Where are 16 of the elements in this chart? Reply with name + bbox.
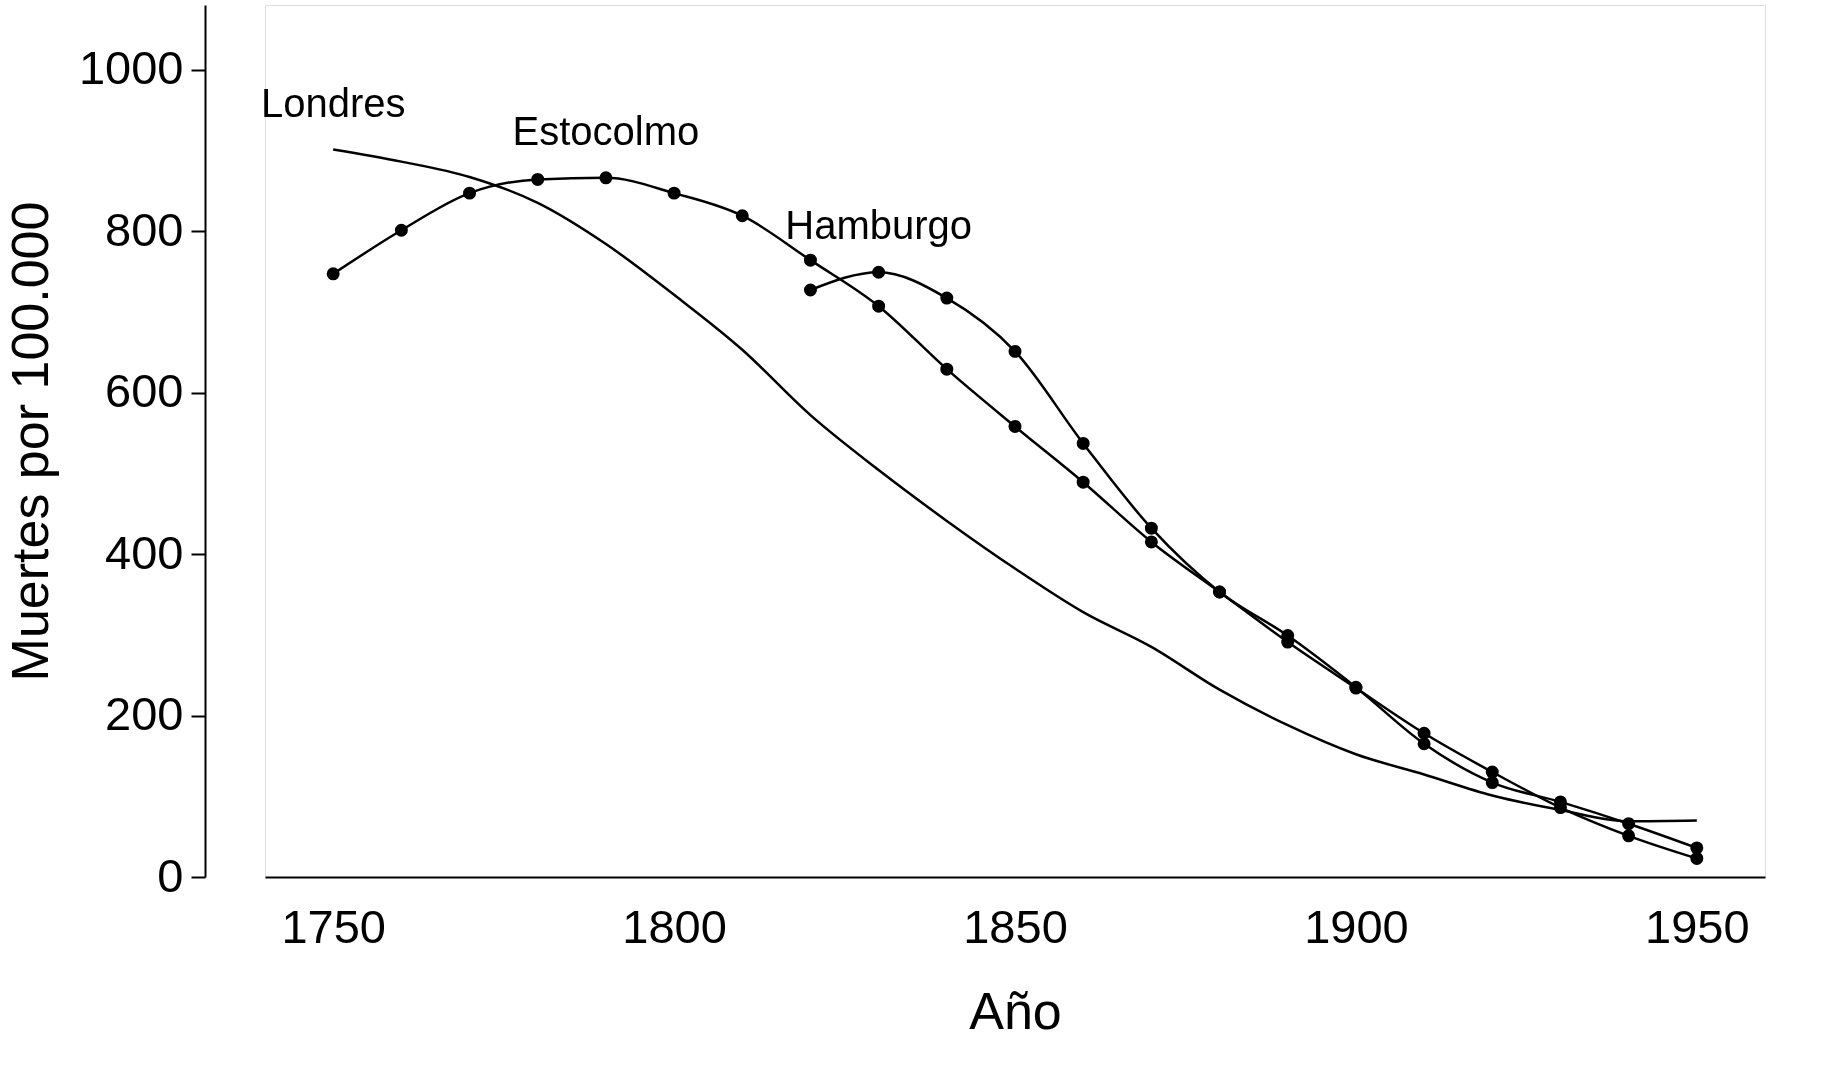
y-tick-label: 1000 xyxy=(78,41,184,95)
y-tick-label: 600 xyxy=(105,364,184,418)
x-tick-label: 1950 xyxy=(1645,899,1750,953)
y-axis-title: Muertes por 100.000 xyxy=(0,201,59,682)
series-label: Hamburgo xyxy=(785,203,973,248)
x-axis-title: Año xyxy=(969,981,1062,1040)
x-tick-label: 1800 xyxy=(622,899,727,953)
y-tick-label: 800 xyxy=(105,202,184,256)
series-label: Estocolmo xyxy=(512,108,700,153)
x-tick-label: 1750 xyxy=(281,899,386,953)
series-label: Londres xyxy=(260,80,406,125)
y-tick-label: 400 xyxy=(105,525,184,579)
x-tick-label: 1900 xyxy=(1304,899,1409,953)
y-tick-label: 200 xyxy=(105,687,184,741)
x-tick-label: 1850 xyxy=(963,899,1068,953)
y-tick-label: 0 xyxy=(157,848,184,902)
